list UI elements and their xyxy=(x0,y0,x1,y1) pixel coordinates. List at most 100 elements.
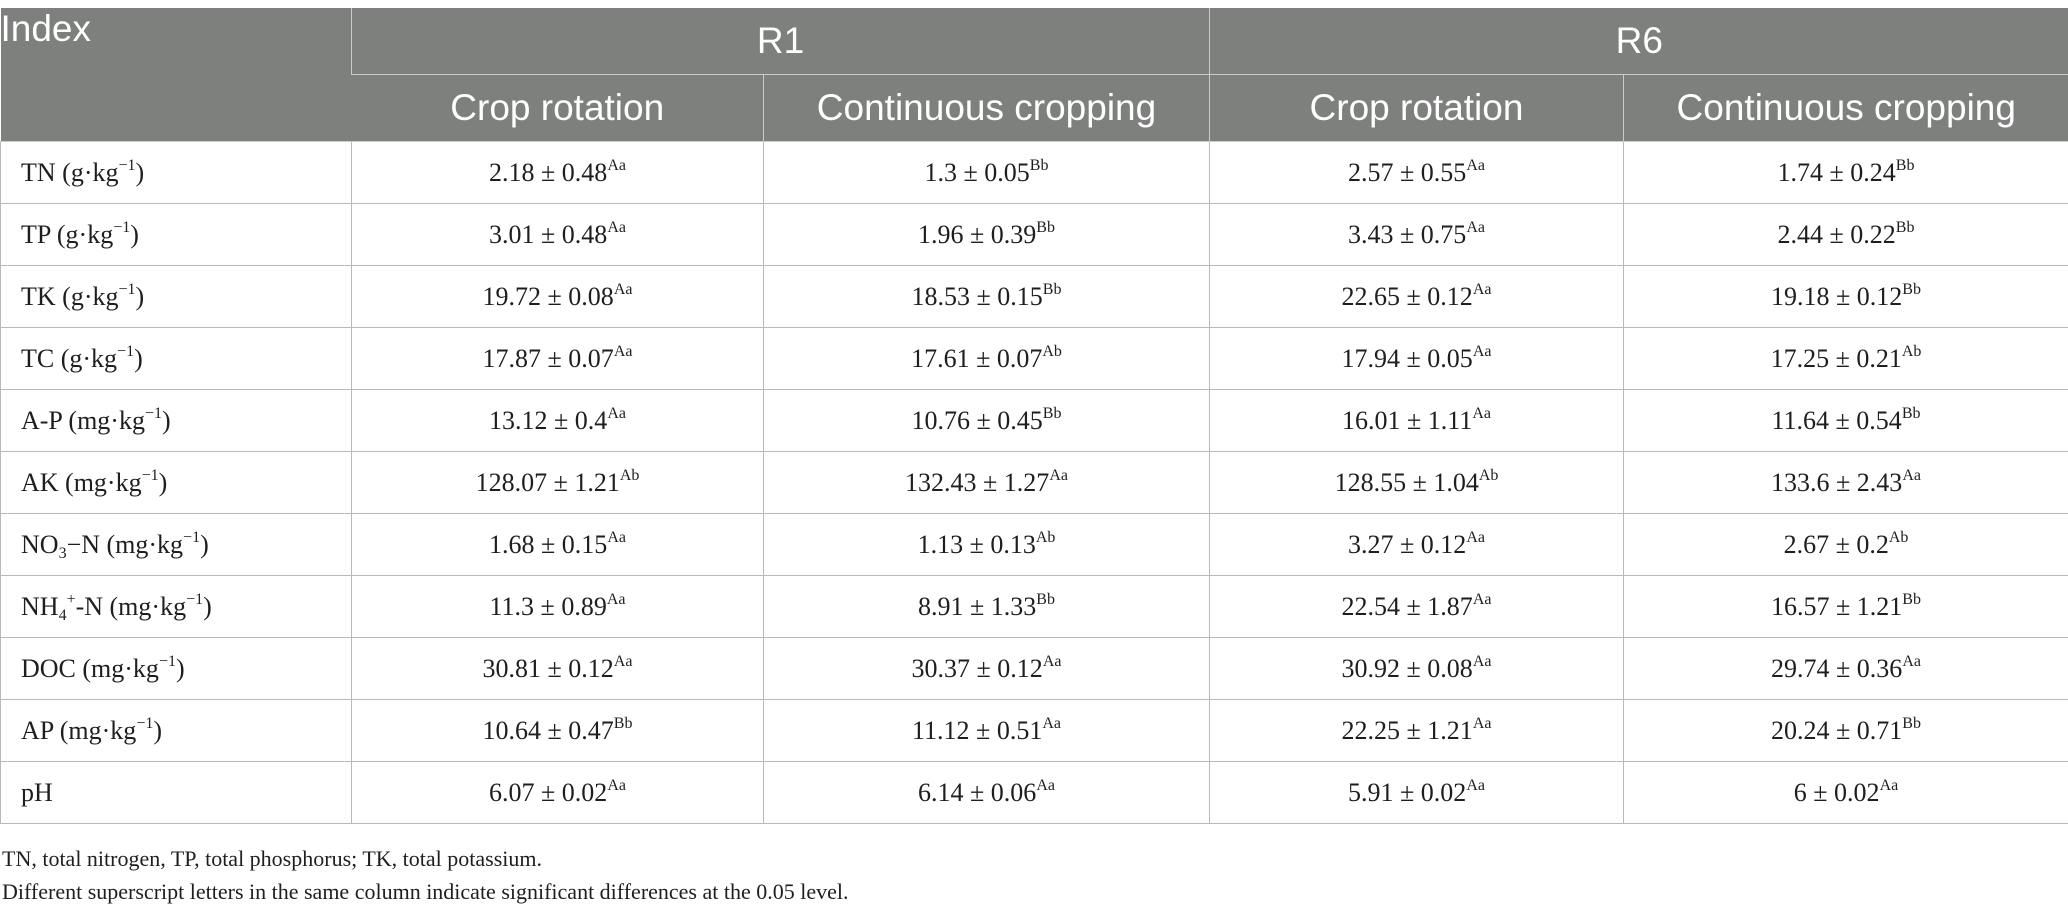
row-label: DOC (mg·kg−1) xyxy=(0,637,352,700)
data-cell: 13.12 ± 0.4Aa xyxy=(351,389,764,452)
row-label-close: ) xyxy=(162,405,171,435)
row-label-text: TN (g·kg xyxy=(21,157,119,187)
data-cell: 18.53 ± 0.15Bb xyxy=(763,265,1210,328)
data-cell: 17.94 ± 0.05Aa xyxy=(1209,327,1624,390)
data-cell: 6.07 ± 0.02Aa xyxy=(351,761,764,824)
cell-significance: Bb xyxy=(613,714,633,732)
data-cell: 1.96 ± 0.39Bb xyxy=(763,203,1210,266)
data-cell: 8.91 ± 1.33Bb xyxy=(763,575,1210,638)
data-cell: 1.3 ± 0.05Bb xyxy=(763,141,1210,204)
cell-value: 17.94 ± 0.05 xyxy=(1341,343,1473,373)
cell-significance: Ab xyxy=(1478,466,1499,484)
row-label: pH xyxy=(0,761,352,824)
cell-significance: Ab xyxy=(1035,528,1056,546)
data-cell: 2.67 ± 0.2Ab xyxy=(1623,513,2068,576)
cell-value: 10.64 ± 0.47 xyxy=(482,715,614,745)
group-header-r6: R6 xyxy=(1209,8,2068,75)
row-label-text: TP (g·kg xyxy=(21,219,114,249)
data-cell: 30.81 ± 0.12Aa xyxy=(351,637,764,700)
cell-significance: Bb xyxy=(1902,280,1921,298)
row-label-exponent: −1 xyxy=(158,652,176,670)
row-label: NO3−N (mg·kg−1) xyxy=(0,513,352,576)
footnote-abbreviations: TN, total nitrogen, TP, total phosphorus… xyxy=(2,846,542,871)
row-label-close: ) xyxy=(203,591,212,621)
cell-significance: Aa xyxy=(1042,652,1062,670)
cell-value: 18.53 ± 0.15 xyxy=(911,281,1043,311)
data-cell: 2.18 ± 0.48Aa xyxy=(351,141,764,204)
row-label-text: DOC (mg·kg xyxy=(21,653,159,683)
data-cell: 128.07 ± 1.21Ab xyxy=(351,451,764,514)
cell-significance: Aa xyxy=(1472,652,1492,670)
cell-value: 128.55 ± 1.04 xyxy=(1334,467,1479,497)
cell-value: 22.25 ± 1.21 xyxy=(1341,715,1473,745)
cell-significance: Aa xyxy=(1042,714,1061,732)
row-label: TC (g·kg−1) xyxy=(0,327,352,390)
data-cell: 22.54 ± 1.87Aa xyxy=(1209,575,1624,638)
cell-significance: Aa xyxy=(613,652,633,670)
cell-value: 5.91 ± 0.02 xyxy=(1348,777,1467,807)
data-cell: 1.68 ± 0.15Aa xyxy=(351,513,764,576)
subheader-r6-crop-rotation: Crop rotation xyxy=(1209,74,1624,142)
row-label-unit: −N (mg·kg xyxy=(66,529,184,559)
footnote-significance: Different superscript letters in the sam… xyxy=(2,879,849,904)
table-row: NO3−N (mg·kg−1) 1.68 ± 0.15Aa 1.13 ± 0.13A… xyxy=(0,513,2068,576)
table-row: TK (g·kg−1) 19.72 ± 0.08Aa 18.53 ± 0.15Bb 2… xyxy=(0,265,2068,328)
cell-value: 2.44 ± 0.22 xyxy=(1777,219,1896,249)
data-cell: 29.74 ± 0.36Aa xyxy=(1623,637,2068,700)
cell-value: 22.65 ± 0.12 xyxy=(1341,281,1473,311)
cell-significance: Aa xyxy=(1902,466,1921,484)
row-label-close: ) xyxy=(153,715,163,745)
row-label-exponent: −1 xyxy=(117,342,135,360)
cell-significance: Bb xyxy=(1042,404,1062,422)
data-cell: 5.91 ± 0.02Aa xyxy=(1209,761,1624,824)
cell-value: 1.13 ± 0.13 xyxy=(917,529,1036,559)
table-row: DOC (mg·kg−1) 30.81 ± 0.12Aa 30.37 ± 0.12A… xyxy=(0,637,2068,700)
cell-value: 1.68 ± 0.15 xyxy=(489,529,608,559)
cell-value: 6.07 ± 0.02 xyxy=(489,777,608,807)
cell-value: 17.87 ± 0.07 xyxy=(482,343,614,373)
table-container: Index R1 R6 Crop rotation Continuous cro… xyxy=(0,8,2068,824)
table-header: Index R1 R6 Crop rotation Continuous cro… xyxy=(0,8,2068,142)
row-label: NH4+-N (mg·kg−1) xyxy=(0,575,352,638)
row-label-exponent: −1 xyxy=(141,466,159,484)
row-label: AK (mg·kg−1) xyxy=(0,451,352,514)
data-cell: 132.43 ± 1.27Aa xyxy=(763,451,1210,514)
row-label-unit: -N (mg·kg xyxy=(75,591,187,621)
cell-value: 1.74 ± 0.24 xyxy=(1777,157,1896,187)
cell-significance: Ab xyxy=(1042,342,1062,360)
data-cell: 3.27 ± 0.12Aa xyxy=(1209,513,1624,576)
cell-value: 6 ± 0.02 xyxy=(1793,777,1880,807)
row-label-text: NH xyxy=(21,591,59,621)
cell-value: 3.27 ± 0.12 xyxy=(1348,529,1467,559)
header-row-groups: Index R1 R6 xyxy=(0,8,2068,142)
data-cell: 2.44 ± 0.22Bb xyxy=(1623,203,2068,266)
row-label-exponent: −1 xyxy=(118,156,136,174)
cell-significance: Aa xyxy=(607,218,626,236)
cell-significance: Aa xyxy=(606,590,626,608)
row-label-close: ) xyxy=(130,219,139,249)
data-cell: 128.55 ± 1.04Ab xyxy=(1209,451,1624,514)
data-cell: 10.64 ± 0.47Bb xyxy=(351,699,764,762)
table-body: TN (g·kg−1) 2.18 ± 0.48Aa 1.3 ± 0.05Bb 2.57… xyxy=(0,141,2068,824)
cell-significance: Aa xyxy=(1466,528,1485,546)
data-cell: 6 ± 0.02Aa xyxy=(1623,761,2068,824)
row-label: TN (g·kg−1) xyxy=(0,141,352,204)
subheader-r1-crop-rotation: Crop rotation xyxy=(351,74,764,142)
row-label-close: ) xyxy=(135,281,145,311)
data-cell: 11.3 ± 0.89Aa xyxy=(351,575,764,638)
data-cell: 11.12 ± 0.51Aa xyxy=(763,699,1210,762)
row-label-subscript: 4 xyxy=(58,606,67,624)
cell-significance: Bb xyxy=(1901,404,1921,422)
group-header-r1: R1 xyxy=(351,8,1210,75)
cell-significance: Aa xyxy=(607,404,626,422)
data-cell: 10.76 ± 0.45Bb xyxy=(763,389,1210,452)
table-row: TC (g·kg−1) 17.87 ± 0.07Aa 17.61 ± 0.07Ab 1… xyxy=(0,327,2068,390)
cell-value: 132.43 ± 1.27 xyxy=(905,467,1050,497)
cell-value: 11.64 ± 0.54 xyxy=(1771,405,1902,435)
cell-significance: Aa xyxy=(1466,776,1485,794)
cell-value: 16.01 ± 1.11 xyxy=(1342,405,1473,435)
cell-value: 17.25 ± 0.21 xyxy=(1770,343,1902,373)
cell-value: 2.67 ± 0.2 xyxy=(1783,529,1889,559)
data-cell: 3.43 ± 0.75Aa xyxy=(1209,203,1624,266)
cell-value: 2.18 ± 0.48 xyxy=(489,157,608,187)
